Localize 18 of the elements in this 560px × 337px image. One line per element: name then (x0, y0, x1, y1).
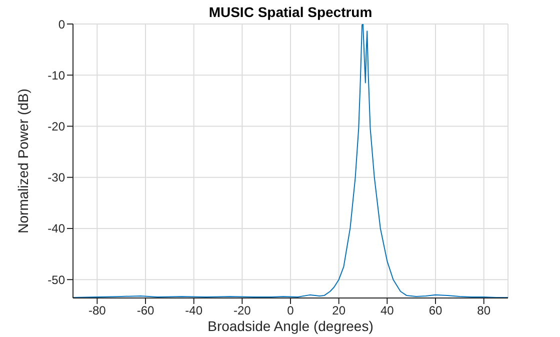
y-tick-label: -50 (48, 272, 66, 287)
y-axis-title: Normalized Power (dB) (14, 88, 31, 234)
x-tick-label: -20 (233, 304, 252, 318)
x-tick-label: 40 (380, 304, 394, 318)
y-tick-label: -30 (48, 170, 66, 185)
y-tick-label: -40 (48, 222, 66, 236)
x-tick-label: 20 (332, 304, 346, 318)
x-tick-label: -80 (88, 304, 106, 318)
chart-title: MUSIC Spatial Spectrum (208, 4, 374, 20)
x-tick-label: 0 (287, 304, 294, 318)
y-tick-label: -10 (48, 68, 66, 82)
x-axis-title: Broadside Angle (degrees) (208, 318, 374, 334)
x-tick-label: 60 (428, 304, 442, 318)
x-tick-label: 80 (477, 304, 491, 318)
x-tick-label: -40 (185, 304, 203, 318)
y-tick-label: 0 (58, 17, 66, 32)
y-tick-label: -20 (48, 120, 66, 134)
x-tick-label: -60 (136, 304, 154, 318)
